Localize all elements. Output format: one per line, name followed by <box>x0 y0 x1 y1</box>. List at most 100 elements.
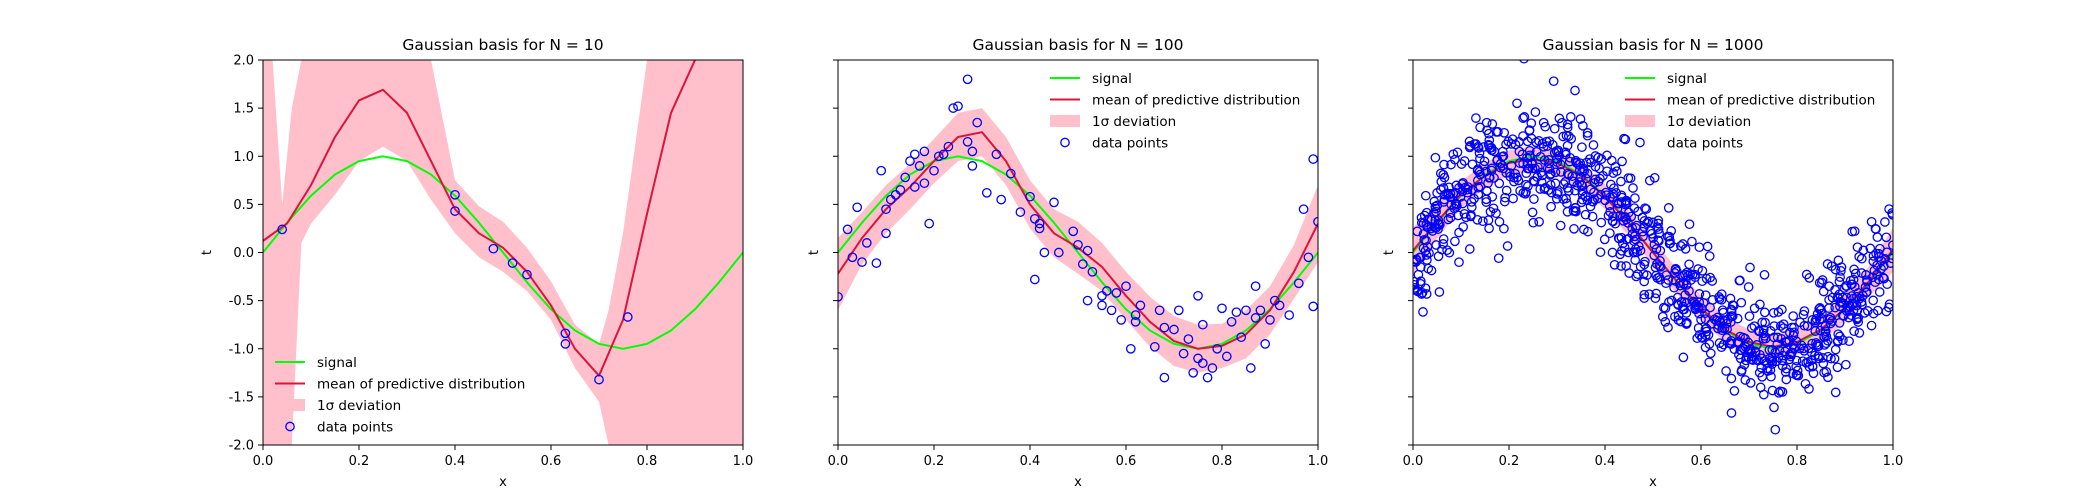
legend-entry: 1σ deviation <box>275 398 401 414</box>
data-point <box>1856 253 1867 264</box>
data-point <box>1676 316 1686 327</box>
data-point <box>1461 212 1471 223</box>
data-point <box>1854 328 1865 338</box>
data-point <box>1621 261 1632 271</box>
x-tick-label: 0.0 <box>253 454 274 469</box>
data-point <box>1217 303 1227 314</box>
data-point <box>1879 273 1889 284</box>
data-point <box>1178 348 1189 359</box>
data-point <box>1469 193 1479 204</box>
data-point <box>1627 229 1638 239</box>
data-point <box>1702 241 1713 252</box>
data-point <box>1101 286 1112 296</box>
x-tick-label: 0.0 <box>1403 454 1424 469</box>
data-point <box>1676 297 1687 307</box>
data-point <box>1827 316 1837 326</box>
data-point <box>1754 326 1765 336</box>
data-point <box>1596 217 1607 228</box>
data-point <box>1491 208 1501 219</box>
data-point <box>1697 265 1708 276</box>
data-point <box>1869 265 1880 276</box>
data-point <box>1814 277 1825 288</box>
data-point <box>1732 313 1743 324</box>
legend-label: mean of predictive distribution <box>317 377 525 393</box>
data-point <box>1652 222 1663 232</box>
data-point <box>1775 321 1786 331</box>
data-point <box>1651 288 1662 299</box>
data-point <box>1675 241 1686 251</box>
data-point <box>1571 206 1581 217</box>
x-tick-label: 0.2 <box>349 454 370 469</box>
data-point <box>1673 315 1684 325</box>
legend-entry: 1σ deviation <box>1625 114 1751 130</box>
data-point <box>1844 336 1854 347</box>
data-point <box>1293 278 1304 289</box>
data-point <box>1616 261 1626 271</box>
data-point <box>972 117 983 128</box>
x-tick-label: 0.2 <box>1499 454 1520 469</box>
data-point <box>1716 289 1727 300</box>
data-point <box>1835 297 1846 307</box>
data-point <box>1639 293 1650 303</box>
data-point <box>1265 315 1275 325</box>
data-point <box>1298 204 1309 215</box>
legend-label: 1σ deviation <box>317 398 401 414</box>
data-point <box>1714 294 1725 304</box>
data-point <box>1792 365 1803 376</box>
data-point <box>1421 207 1432 218</box>
data-point <box>1608 192 1618 202</box>
data-point <box>1519 112 1530 122</box>
data-point <box>1835 331 1845 342</box>
data-point <box>1413 284 1419 295</box>
x-tick-label: 0.6 <box>1116 454 1137 469</box>
data-point <box>1464 136 1475 147</box>
data-point <box>1005 168 1016 179</box>
data-point <box>1595 173 1605 184</box>
data-point <box>1876 264 1886 274</box>
data-point <box>1506 139 1517 149</box>
data-point <box>1451 180 1462 191</box>
x-tick-label: 1.0 <box>1308 454 1329 469</box>
data-point <box>1159 372 1170 383</box>
data-point <box>1854 251 1865 262</box>
data-point <box>1694 289 1705 299</box>
data-point <box>1802 321 1813 331</box>
data-point <box>1705 348 1716 359</box>
data-point <box>895 185 906 195</box>
data-point <box>1616 245 1627 256</box>
legend-handle-points <box>1060 137 1070 148</box>
legend-entry: signal <box>1050 71 1132 87</box>
data-point <box>1623 218 1633 228</box>
data-point <box>1655 256 1665 266</box>
data-point <box>1472 175 1483 186</box>
data-point <box>1872 232 1883 243</box>
data-point <box>1434 287 1445 297</box>
data-point <box>1481 117 1492 128</box>
data-point <box>1231 307 1242 318</box>
data-point <box>948 103 959 113</box>
data-point <box>1678 270 1689 281</box>
data-point <box>1741 355 1751 366</box>
y-axis-label: t <box>807 250 822 255</box>
data-point <box>1416 289 1427 299</box>
legend-entry: signal <box>1625 71 1707 87</box>
data-point <box>1531 137 1541 148</box>
data-point <box>1861 287 1872 297</box>
data-point <box>842 224 853 235</box>
data-point <box>1736 365 1747 375</box>
data-point <box>1657 311 1668 322</box>
data-point <box>1628 183 1638 193</box>
data-point <box>1760 317 1770 328</box>
data-point <box>905 156 915 166</box>
data-point <box>1481 197 1492 207</box>
data-point <box>1670 263 1681 274</box>
data-point <box>1487 119 1498 129</box>
data-point <box>1739 344 1749 354</box>
data-point <box>1640 203 1650 214</box>
data-point <box>1590 174 1601 185</box>
data-point <box>1419 234 1430 245</box>
data-point <box>1625 173 1636 184</box>
data-point <box>1619 133 1629 144</box>
data-point <box>1813 353 1824 364</box>
data-point <box>1812 341 1823 352</box>
